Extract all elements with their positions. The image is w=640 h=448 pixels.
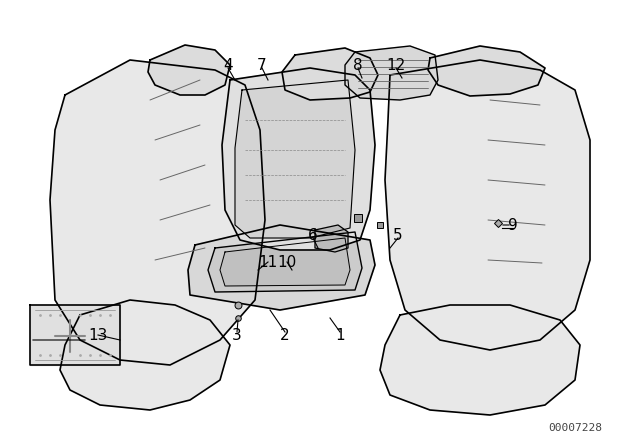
Text: 8: 8	[353, 57, 363, 73]
Polygon shape	[345, 46, 438, 100]
Polygon shape	[60, 300, 230, 410]
Text: 00007228: 00007228	[548, 423, 602, 433]
Polygon shape	[282, 48, 378, 100]
Text: 11: 11	[259, 254, 278, 270]
Text: 12: 12	[387, 57, 406, 73]
Polygon shape	[188, 225, 375, 310]
Polygon shape	[148, 45, 230, 95]
Polygon shape	[235, 80, 355, 238]
Polygon shape	[220, 238, 350, 286]
Polygon shape	[50, 60, 265, 365]
Polygon shape	[428, 46, 545, 96]
Text: 1: 1	[335, 327, 345, 343]
Text: 5: 5	[393, 228, 403, 242]
Text: 6: 6	[308, 228, 318, 242]
Text: 2: 2	[280, 327, 290, 343]
Text: 4: 4	[223, 57, 233, 73]
Polygon shape	[380, 305, 580, 415]
Text: 3: 3	[232, 327, 242, 343]
Text: 9: 9	[508, 217, 518, 233]
Text: 13: 13	[88, 327, 108, 343]
Polygon shape	[222, 68, 375, 250]
Text: 10: 10	[277, 254, 296, 270]
Text: 7: 7	[257, 57, 267, 73]
Polygon shape	[30, 305, 120, 365]
Polygon shape	[385, 60, 590, 350]
Polygon shape	[208, 232, 362, 292]
Polygon shape	[315, 225, 348, 252]
